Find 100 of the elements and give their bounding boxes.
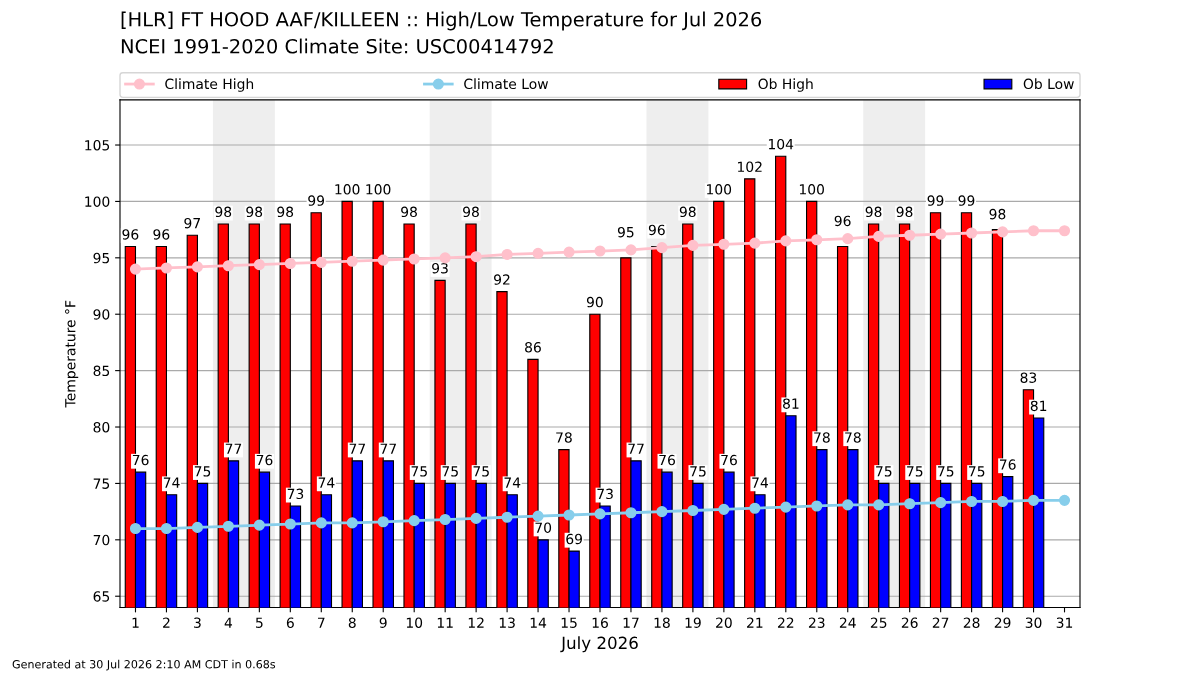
x-tick-label: 7	[318, 617, 325, 628]
point	[439, 252, 451, 264]
point	[377, 254, 389, 266]
point	[718, 503, 730, 515]
point	[966, 495, 978, 508]
point	[501, 511, 513, 523]
data-label: 96	[834, 215, 851, 227]
data-label: 98	[896, 206, 913, 218]
data-label: 69	[566, 533, 582, 545]
point	[160, 522, 173, 535]
point	[687, 239, 699, 251]
data-label: 100	[335, 184, 360, 195]
point	[222, 260, 234, 272]
chart-subtitle: NCEI 1991-2020 Climate Site: USC00414792	[121, 38, 553, 54]
point	[284, 518, 296, 530]
x-axis-title: July 2026	[560, 636, 638, 653]
point	[997, 495, 1009, 508]
data-label: 99	[308, 195, 325, 206]
x-tick-label: 23	[808, 617, 825, 628]
point	[315, 517, 327, 529]
point	[966, 227, 978, 239]
point	[873, 230, 885, 242]
y-tick-label: 70	[93, 534, 110, 546]
x-tick-label: 15	[561, 617, 577, 628]
data-label: 75	[907, 466, 923, 477]
point	[191, 261, 203, 273]
point	[284, 257, 296, 270]
point	[842, 499, 854, 511]
x-tick-label: 1	[132, 617, 139, 628]
x-tick-label: 24	[839, 617, 856, 628]
data-label: 78	[556, 432, 572, 443]
point	[408, 515, 420, 527]
data-label: 73	[287, 488, 304, 500]
y-tick-label: 65	[93, 591, 110, 602]
point	[749, 502, 761, 514]
x-tick-label: 31	[1056, 617, 1073, 628]
point	[904, 498, 916, 510]
data-label: 75	[690, 466, 706, 477]
data-label: 73	[597, 488, 613, 500]
point	[842, 233, 854, 245]
data-label: 100	[366, 184, 391, 195]
data-label: 98	[277, 206, 294, 218]
x-tick-label: 13	[499, 617, 515, 628]
point	[408, 253, 420, 265]
x-tick-label: 17	[623, 617, 639, 628]
data-label: 75	[411, 466, 427, 477]
point	[253, 519, 265, 531]
point	[997, 226, 1009, 238]
x-tick-label: 10	[406, 617, 423, 628]
point	[904, 229, 916, 241]
data-label: 92	[494, 274, 510, 285]
x-tick-label: 4	[224, 617, 233, 628]
data-label: 99	[927, 195, 944, 206]
y-axis-title: Temperature °F	[65, 300, 79, 408]
point	[935, 497, 947, 509]
x-tick-label: 20	[716, 617, 732, 628]
data-label: 98	[989, 208, 1006, 220]
data-label: 74	[163, 477, 180, 488]
y-tick-label: 95	[93, 252, 110, 264]
point	[563, 509, 575, 521]
x-tick-label: 22	[777, 617, 794, 628]
x-tick-label: 8	[348, 617, 356, 628]
x-tick-label: 12	[468, 617, 484, 628]
x-tick-label: 29	[994, 617, 1011, 628]
point	[625, 244, 637, 256]
x-tick-label: 9	[379, 617, 387, 628]
point	[1058, 225, 1071, 237]
point	[346, 255, 358, 267]
data-label: 98	[865, 206, 882, 218]
y-tick-label: 90	[93, 309, 110, 320]
x-tick-label: 14	[530, 617, 547, 628]
data-label: 75	[194, 466, 211, 477]
data-label: 98	[246, 206, 263, 218]
data-label: 78	[814, 432, 830, 443]
point	[129, 263, 142, 275]
point	[718, 238, 730, 250]
text: Generated at 30 Jul 2026 2:10 AM CDT in 0.68s	[12, 659, 276, 671]
x-tick-label: 16	[592, 617, 608, 628]
data-label: 76	[721, 454, 737, 466]
data-label: 74	[504, 477, 521, 488]
point	[656, 242, 668, 254]
point	[222, 520, 234, 532]
data-label: 81	[783, 398, 799, 409]
point	[253, 259, 265, 271]
data-label: 76	[132, 454, 149, 466]
data-label: 99	[958, 195, 975, 206]
x-tick-label: 21	[747, 617, 763, 628]
data-label: 96	[153, 229, 170, 240]
legend-label: Climate Low	[464, 78, 548, 90]
x-tick-label: 26	[901, 617, 918, 628]
point	[315, 256, 327, 268]
legend-label: Ob High	[758, 78, 813, 92]
point	[811, 500, 823, 512]
data-label: 86	[525, 341, 541, 353]
legend-label: Ob Low	[1023, 78, 1074, 90]
data-label: 76	[256, 454, 273, 466]
x-tick-label: 30	[1025, 617, 1042, 628]
x-tick-label: 25	[870, 617, 887, 628]
point	[780, 501, 792, 513]
data-label: 75	[442, 466, 458, 477]
